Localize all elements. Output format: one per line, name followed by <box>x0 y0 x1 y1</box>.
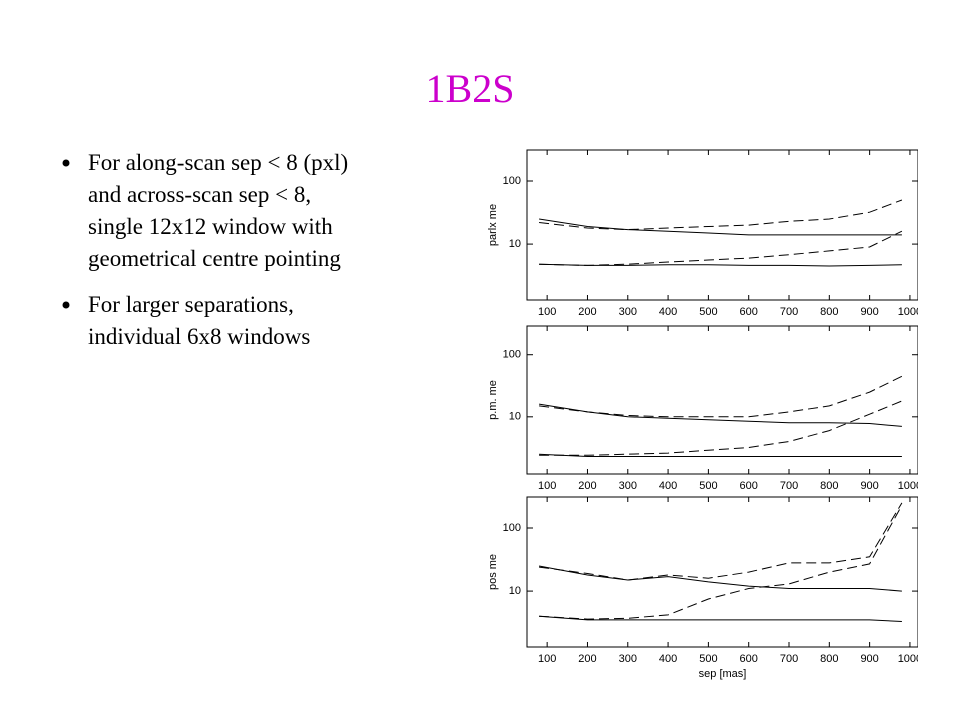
y-tick-label: 100 <box>503 522 521 534</box>
data-line <box>539 218 902 236</box>
bullet-text: geometrical centre pointing <box>88 246 341 271</box>
data-line <box>539 199 903 231</box>
x-tick-label: 600 <box>740 480 758 492</box>
plot-frame <box>526 325 918 475</box>
x-tick-label: 900 <box>860 306 878 318</box>
x-axis-label: sep [mas] <box>699 668 747 680</box>
x-tick-label: 200 <box>578 653 596 665</box>
x-tick-label: 1000 <box>898 480 922 492</box>
x-tick-label: 300 <box>619 653 637 665</box>
plot-frame <box>526 149 918 301</box>
x-tick-label: 400 <box>659 480 677 492</box>
x-tick-label: 500 <box>699 653 717 665</box>
data-line <box>539 400 903 456</box>
plot-frame <box>526 496 918 648</box>
y-axis-label: p.m. me <box>487 380 499 420</box>
bullet-text: single 12x12 window with <box>88 214 333 239</box>
x-tick-label: 900 <box>860 480 878 492</box>
x-tick-label: 1000 <box>898 653 922 665</box>
x-tick-label: 600 <box>740 653 758 665</box>
x-tick-label: 200 <box>578 480 596 492</box>
data-line <box>539 263 902 267</box>
x-tick-label: 800 <box>820 306 838 318</box>
bullet-dot <box>62 159 70 167</box>
x-tick-label: 500 <box>699 306 717 318</box>
y-tick-label: 10 <box>509 238 521 250</box>
x-tick-label: 900 <box>860 653 878 665</box>
y-tick-label: 100 <box>503 175 521 187</box>
data-line <box>539 230 903 266</box>
data-line <box>539 565 902 592</box>
x-tick-label: 400 <box>659 653 677 665</box>
x-tick-label: 1000 <box>898 306 922 318</box>
bullet-text: individual 6x8 windows <box>88 324 310 349</box>
x-tick-label: 100 <box>538 653 556 665</box>
bullet-text: For along-scan sep < 8 (pxl) <box>88 150 348 175</box>
data-line <box>539 403 902 427</box>
x-tick-label: 700 <box>780 480 798 492</box>
y-axis-label: parlx me <box>487 204 499 246</box>
x-tick-label: 800 <box>820 480 838 492</box>
x-tick-label: 500 <box>699 480 717 492</box>
y-tick-label: 10 <box>509 585 521 597</box>
x-tick-label: 100 <box>538 480 556 492</box>
x-tick-label: 700 <box>780 653 798 665</box>
x-tick-label: 400 <box>659 306 677 318</box>
bullet-text: For larger separations, <box>88 292 294 317</box>
x-tick-label: 300 <box>619 480 637 492</box>
bullet-dot <box>62 301 70 309</box>
bullet-text: and across-scan sep < 8, <box>88 182 311 207</box>
x-tick-label: 700 <box>780 306 798 318</box>
y-tick-label: 100 <box>503 349 521 361</box>
x-tick-label: 600 <box>740 306 758 318</box>
x-tick-label: 300 <box>619 306 637 318</box>
y-axis-label: pos me <box>487 554 499 590</box>
charts: 100 200 300 400 500 600 700 800 900 1000 10 100 parl… <box>487 149 922 680</box>
slide-title: 1B2S <box>426 66 515 111</box>
bullets: For along-scan sep < 8 (pxl) and across-s… <box>62 150 348 349</box>
x-tick-label: 200 <box>578 306 596 318</box>
data-line <box>539 375 903 418</box>
y-tick-label: 10 <box>509 411 521 423</box>
x-tick-label: 100 <box>538 306 556 318</box>
x-tick-label: 800 <box>820 653 838 665</box>
data-line <box>539 504 903 620</box>
data-line <box>539 453 902 457</box>
data-line <box>539 615 902 622</box>
data-line <box>539 502 903 581</box>
